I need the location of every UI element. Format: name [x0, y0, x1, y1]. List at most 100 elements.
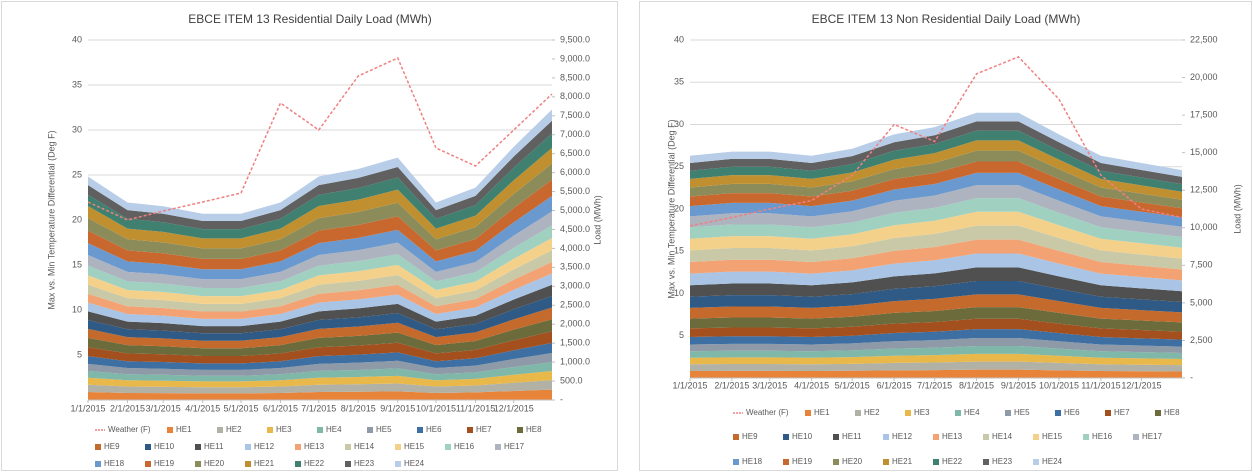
legend-swatch	[445, 444, 451, 450]
x-tick-label: 6/1/2015	[877, 380, 912, 390]
legend-label: Weather (F)	[746, 408, 789, 417]
legend-swatch	[933, 434, 939, 440]
legend-swatch	[495, 444, 501, 450]
y-tick-label: 25	[674, 161, 684, 171]
y-tick-label: 30	[674, 119, 684, 129]
y2-tick-label: 5,500.0	[560, 186, 590, 196]
legend-swatch	[345, 444, 351, 450]
legend-label: HE8	[1164, 408, 1180, 417]
legend-swatch	[1033, 459, 1039, 465]
x-tick-label: 4/1/2015	[185, 403, 220, 413]
x-tick-label: 7/1/2015	[917, 380, 952, 390]
legend-swatch	[805, 410, 811, 416]
x-tick-label: 5/1/2015	[223, 403, 258, 413]
area-series	[88, 163, 552, 259]
legend-swatch	[1155, 410, 1161, 416]
y-tick-label: 15	[72, 259, 82, 269]
area-series	[88, 389, 552, 400]
area-series	[690, 267, 1182, 302]
y2-axis-label: Load (MWh)	[592, 195, 602, 245]
x-tick-label: 9/1/2015	[380, 403, 415, 413]
area-series	[690, 161, 1182, 218]
legend-swatch	[883, 434, 889, 440]
legend-label: HE11	[204, 442, 224, 451]
legend-swatch	[1105, 410, 1111, 416]
area-series	[690, 280, 1182, 313]
area-series	[690, 253, 1182, 292]
area-series	[88, 342, 552, 370]
legend-swatch	[883, 459, 889, 465]
legend-swatch	[955, 410, 961, 416]
legend-swatch	[267, 427, 273, 433]
legend-swatch	[905, 410, 911, 416]
legend-label: HE15	[1042, 432, 1063, 441]
legend-label: HE21	[254, 459, 275, 468]
y2-tick-label: 4,500.0	[560, 224, 590, 234]
area-series	[88, 109, 552, 221]
legend-swatch	[167, 427, 173, 433]
legend-swatch	[517, 427, 523, 433]
x-tick-label: 2/1/2015	[110, 403, 145, 413]
chart-title: EBCE ITEM 13 Non Residential Daily Load …	[812, 12, 1081, 26]
legend-label: HE19	[154, 459, 175, 468]
legend-swatch	[245, 461, 251, 467]
x-tick-label: 3/1/2015	[146, 403, 181, 413]
legend-label: HE8	[526, 425, 542, 434]
area-series	[690, 307, 1182, 332]
area-series	[690, 140, 1182, 200]
legend-label: HE17	[504, 442, 525, 451]
area-series	[88, 196, 552, 280]
legend-label: HE2	[864, 408, 880, 417]
y-axis-label: Max vs. Min Temperature Differential (De…	[666, 119, 676, 298]
y2-tick-label: 15,000	[1190, 147, 1218, 157]
area-series	[690, 361, 1182, 372]
legend-label: HE4	[326, 425, 342, 434]
legend-swatch	[467, 427, 473, 433]
legend-swatch	[733, 434, 739, 440]
legend-label: HE16	[1092, 432, 1113, 441]
area-series	[690, 294, 1182, 323]
legend-label: HE22	[942, 457, 963, 466]
legend-swatch	[345, 461, 351, 467]
legend-label: HE11	[842, 432, 862, 441]
y2-tick-label: 7,000.0	[560, 129, 590, 139]
area-series	[690, 150, 1182, 209]
y2-tick-label: 5,000.0	[560, 205, 590, 215]
legend-swatch	[295, 444, 301, 450]
legend-swatch	[933, 459, 939, 465]
area-series	[88, 179, 552, 270]
area-series	[690, 185, 1182, 238]
legend-swatch	[783, 459, 789, 465]
y2-tick-label: 500.0	[560, 375, 583, 385]
legend-label: HE19	[792, 457, 813, 466]
area-series	[88, 225, 552, 297]
area-series	[690, 353, 1182, 366]
y2-tick-label: 6,000.0	[560, 167, 590, 177]
x-tick-label: 2/1/2015	[714, 380, 749, 390]
legend-swatch	[1005, 410, 1011, 416]
legend-label: HE10	[792, 432, 813, 441]
y2-tick-label: 8,500.0	[560, 72, 590, 82]
x-tick-label: 3/1/2015	[752, 380, 787, 390]
area-series	[690, 239, 1182, 281]
y2-tick-label: 17,500	[1190, 109, 1218, 119]
y2-tick-label: 3,500.0	[560, 262, 590, 272]
legend-swatch	[1033, 434, 1039, 440]
legend-swatch	[217, 427, 223, 433]
legend-label: HE1	[814, 408, 830, 417]
legend-swatch	[95, 444, 101, 450]
y2-tick-label: 4,000.0	[560, 243, 590, 253]
y2-tick-label: 7,500	[1190, 260, 1213, 270]
area-series	[690, 318, 1182, 340]
y-tick-label: 20	[72, 214, 82, 224]
legend-label: HE20	[842, 457, 863, 466]
y-tick-label: 35	[72, 79, 82, 89]
legend-swatch	[395, 444, 401, 450]
area-series	[88, 147, 552, 249]
legend-label: HE24	[404, 459, 425, 468]
y2-tick-label: 6,500.0	[560, 148, 590, 158]
area-series	[690, 337, 1182, 353]
area-series	[88, 319, 552, 357]
area-series	[88, 307, 552, 349]
y2-tick-label: 9,500.0	[560, 34, 590, 44]
